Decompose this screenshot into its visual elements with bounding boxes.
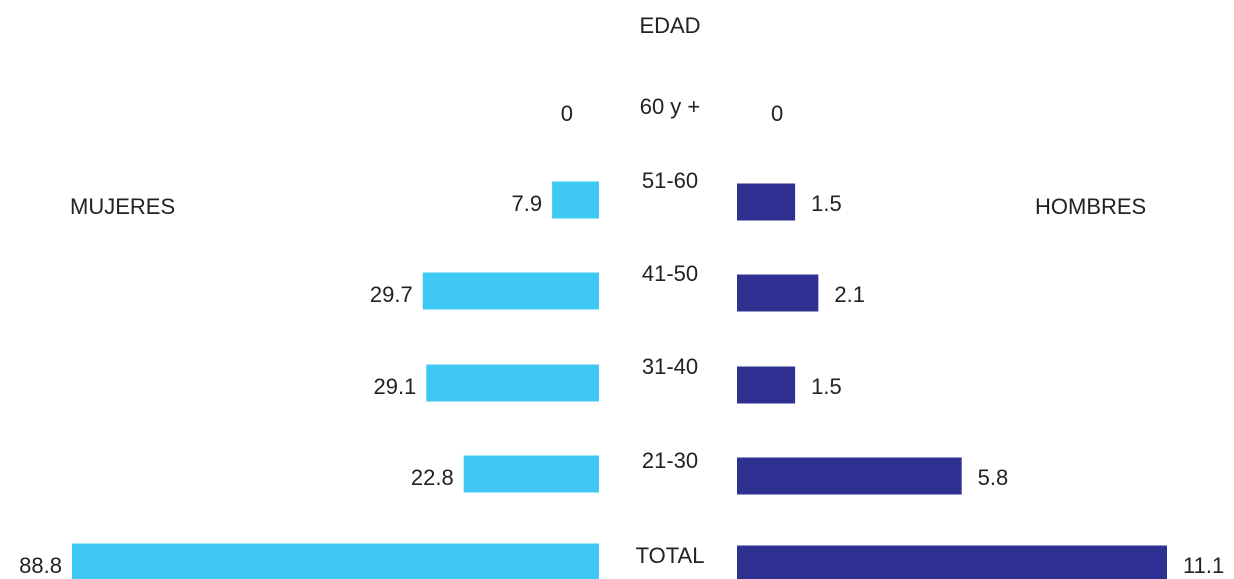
value-label: 0 [561,101,573,126]
bar [463,455,599,493]
chart-title: EDAD [639,13,700,38]
bar [737,274,819,312]
bar [72,543,599,579]
value-label: 5.8 [978,465,1009,490]
category-label: 60 y + [640,94,701,119]
bar [422,272,599,310]
category-label: 51-60 [642,168,698,193]
value-label: 22.8 [411,465,454,490]
value-label: 7.9 [512,191,543,216]
legend-left: MUJERES [70,194,175,219]
value-label: 0 [771,101,783,126]
value-label: 1.5 [811,374,842,399]
category-label: 31-40 [642,354,698,379]
category-label: TOTAL [636,543,705,568]
value-label: 88.8 [19,553,62,578]
bar [737,457,962,495]
bar [552,181,599,219]
value-label: 29.7 [370,282,413,307]
value-label: 11.1 [1183,553,1224,578]
category-label: 21-30 [642,448,698,473]
value-label: 1.5 [811,191,842,216]
legend-right: HOMBRES [1035,194,1146,219]
bar [737,366,796,404]
bar [737,545,1167,579]
category-label: 41-50 [642,261,698,286]
value-label: 29.1 [373,374,416,399]
bar [737,183,796,221]
value-label: 2.1 [834,282,865,307]
bar [426,364,599,402]
